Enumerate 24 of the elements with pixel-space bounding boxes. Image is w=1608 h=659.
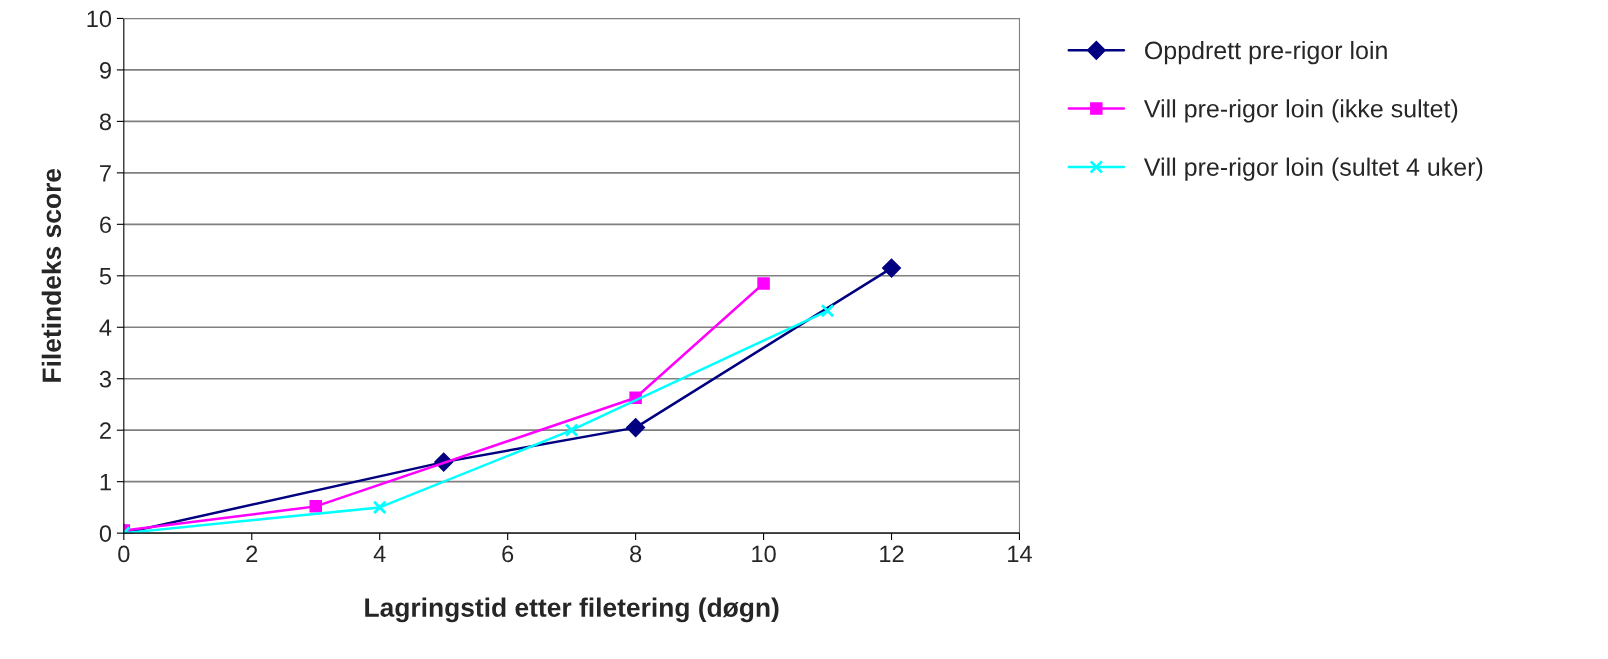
y-tick-label: 3	[99, 370, 111, 388]
y-tick-label: 0	[99, 525, 112, 542]
y-tick-label: 10	[87, 10, 112, 28]
x-tick-label: 4	[373, 545, 386, 563]
x-tick-label: 12	[880, 545, 904, 563]
legend-label: Vill pre-rigor loin (sultet 4 uker)	[1143, 157, 1483, 181]
x-tick-label: 8	[630, 545, 642, 563]
x-axis-title: Lagringstid etter filetering (døgn)	[365, 597, 779, 623]
x-tick-label: 14	[1008, 545, 1032, 563]
x-tick-label: 6	[502, 545, 514, 563]
x-tick-label: 0	[118, 545, 130, 563]
y-tick-label: 5	[99, 268, 112, 285]
y-tick-label: 9	[99, 61, 111, 79]
y-axis-title: Filetindeks score	[41, 168, 62, 382]
x-tick-label: 10	[752, 545, 776, 563]
y-tick-label: 6	[100, 216, 111, 234]
legend-label: Oppdrett pre-rigor loin	[1145, 40, 1387, 65]
y-tick-label: 8	[99, 113, 111, 131]
y-tick-label: 4	[99, 319, 112, 336]
y-tick-label: 1	[100, 473, 111, 491]
legend-label: Vill pre-rigor loin (ikke sultet)	[1143, 99, 1458, 123]
x-tick-label: 2	[246, 545, 258, 563]
y-tick-label: 2	[100, 422, 111, 439]
y-tick-label: 7	[100, 165, 111, 182]
